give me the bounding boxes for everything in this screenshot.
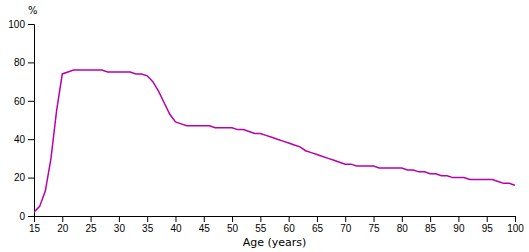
- x-axis-tick: 75: [368, 216, 380, 234]
- x-axis-tick-mark: [260, 216, 261, 222]
- x-axis-tick: 90: [453, 216, 465, 234]
- x-axis-tick-label: 30: [114, 223, 126, 234]
- x-axis-tick: 25: [86, 216, 98, 234]
- x-axis-tick: 35: [142, 216, 154, 234]
- x-axis-tick-mark: [62, 216, 63, 222]
- x-axis-tick-mark: [317, 216, 318, 222]
- marks: [34, 70, 515, 212]
- x-axis-tick-label: 25: [86, 223, 98, 234]
- x-axis-tick-label: 50: [227, 223, 239, 234]
- x-axis-tick: 30: [114, 216, 126, 234]
- y-axis-tick-mark: [28, 24, 34, 25]
- y-axis-tick-label: 0: [19, 211, 25, 222]
- y-axis-tick: 40: [14, 134, 34, 145]
- x-axis-tick: 40: [170, 216, 182, 234]
- line: [34, 70, 515, 212]
- x-axis-tick-label: 60: [284, 223, 296, 234]
- x-axis: 15 20 25 30 35 40 45 50 55 60 65 70 75 80 85 90 95 100: [29, 216, 524, 234]
- y-axis-tick: 20: [14, 172, 34, 183]
- x-axis-tick-label: 55: [255, 223, 267, 234]
- x-axis-tick-label: 85: [425, 223, 437, 234]
- y-axis-tick: 80: [14, 57, 34, 68]
- x-axis-tick: 20: [57, 216, 69, 234]
- x-axis-tick-label: 45: [199, 223, 211, 234]
- x-axis-tick: 50: [227, 216, 239, 234]
- x-axis-tick-label: 90: [453, 223, 465, 234]
- y-axis-tick-label: 40: [14, 134, 26, 145]
- x-axis-tick-mark: [119, 216, 120, 222]
- x-axis-tick-mark: [515, 216, 516, 222]
- y-axis-tick-label: 80: [14, 57, 26, 68]
- x-axis-tick-mark: [91, 216, 92, 222]
- x-axis-tick-mark: [374, 216, 375, 222]
- y-axis-tick-label: 60: [14, 96, 26, 107]
- y-axis-line: [28, 25, 35, 217]
- x-axis-tick-mark: [175, 216, 176, 222]
- x-axis-tick-mark: [430, 216, 431, 222]
- x-axis-tick-label: 80: [397, 223, 409, 234]
- x-axis-tick: 15: [29, 216, 41, 234]
- y-axis-tick-label: 20: [14, 172, 26, 183]
- x-axis-tick-label: 20: [57, 223, 69, 234]
- x-axis-tick-mark: [289, 216, 290, 222]
- x-axis-tick-mark: [402, 216, 403, 222]
- x-axis-tick-mark: [232, 216, 233, 222]
- x-axis-title: Age (years): [243, 236, 307, 249]
- x-axis-tick-label: 40: [170, 223, 182, 234]
- y-axis-title: %: [28, 5, 38, 16]
- x-axis-tick: 85: [425, 216, 437, 234]
- x-axis-tick: 65: [312, 216, 324, 234]
- x-axis-tick-mark: [204, 216, 205, 222]
- y-axis-tick-mark: [28, 101, 34, 102]
- x-axis-tick-label: 95: [482, 223, 494, 234]
- x-axis-tick-label: 65: [312, 223, 324, 234]
- y-axis-tick-mark: [28, 178, 34, 179]
- chart: 15 20 25 30 35 40 45 50 55 60 65 70 75 80 85 90 95 100 0 20…: [0, 0, 529, 252]
- x-axis-tick-mark: [345, 216, 346, 222]
- plot: 15 20 25 30 35 40 45 50 55 60 65 70 75 80 85 90 95 100 0 20…: [8, 19, 524, 234]
- x-axis-tick-label: 15: [29, 223, 41, 234]
- x-axis-line: [35, 217, 516, 223]
- x-axis-tick: 55: [255, 216, 267, 234]
- y-axis-tick-label: 100: [8, 19, 25, 30]
- y-axis: 0 20 40 60 80 100: [8, 19, 34, 222]
- y-axis-tick-mark: [28, 139, 34, 140]
- y-axis-tick: 100: [8, 19, 34, 30]
- x-axis-tick: 80: [397, 216, 409, 234]
- y-axis-tick-mark: [28, 216, 34, 217]
- x-axis-tick-label: 100: [507, 223, 524, 234]
- x-axis-tick-label: 35: [142, 223, 154, 234]
- y-axis-tick-mark: [28, 62, 34, 63]
- x-axis-tick-label: 70: [340, 223, 352, 234]
- x-axis-tick: 60: [284, 216, 296, 234]
- y-axis-tick: 60: [14, 96, 34, 107]
- x-axis-tick: 95: [482, 216, 494, 234]
- x-axis-tick: 70: [340, 216, 352, 234]
- x-axis-tick-mark: [458, 216, 459, 222]
- y-axis-tick: 0: [19, 211, 34, 222]
- x-axis-tick-mark: [147, 216, 148, 222]
- x-axis-tick-mark: [487, 216, 488, 222]
- x-axis-tick: 45: [199, 216, 211, 234]
- x-axis-tick: 100: [507, 216, 524, 234]
- x-axis-tick-label: 75: [368, 223, 380, 234]
